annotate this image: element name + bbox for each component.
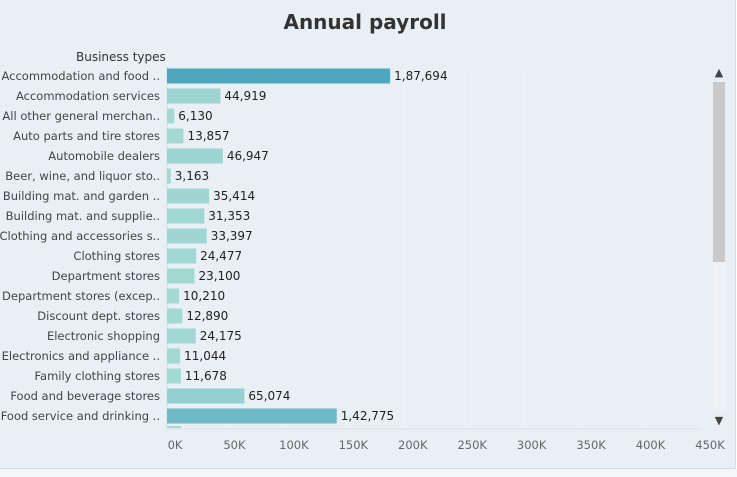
bar-partial <box>167 426 181 428</box>
value-label: 11,044 <box>184 349 226 363</box>
value-label: 24,175 <box>200 329 242 343</box>
bar <box>167 168 171 184</box>
category-label: Accommodation services <box>16 89 160 103</box>
category-label: Family clothing stores <box>34 369 160 383</box>
value-label: 3,163 <box>175 169 209 183</box>
category-label: Building mat. and supplie.. <box>6 209 160 223</box>
scroll-down-icon[interactable]: ▼ <box>714 414 724 427</box>
bar <box>167 128 184 144</box>
bar <box>167 188 210 204</box>
bar <box>167 208 205 224</box>
bar <box>167 268 195 284</box>
value-label: 1,42,775 <box>341 409 394 423</box>
x-tick-label: 400K <box>636 438 666 452</box>
bar <box>167 68 391 84</box>
category-label: Electronics and appliance .. <box>2 349 160 363</box>
bar <box>167 148 223 164</box>
category-label: Electronic shopping <box>47 329 160 343</box>
bar <box>167 368 181 384</box>
value-label: 6,130 <box>178 109 212 123</box>
bar <box>167 308 183 324</box>
category-label: Department stores (excep.. <box>2 289 160 303</box>
scroll-track[interactable] <box>713 82 725 412</box>
scroll-thumb[interactable] <box>713 82 725 262</box>
x-tick-label: 300K <box>517 438 547 452</box>
x-tick-label: 200K <box>398 438 428 452</box>
category-label: Clothing stores <box>73 249 160 263</box>
value-label: 11,678 <box>185 369 227 383</box>
value-label: 35,414 <box>213 189 255 203</box>
category-label: All other general merchan.. <box>2 109 160 123</box>
bar <box>167 248 197 264</box>
value-label: 46,947 <box>227 149 269 163</box>
x-tick-label: 450K <box>695 438 725 452</box>
category-label: Department stores <box>52 269 160 283</box>
category-label: Beer, wine, and liquor sto.. <box>5 169 160 183</box>
chart-title: Annual payroll <box>283 10 447 34</box>
bar <box>167 228 207 244</box>
x-tick-label: 250K <box>457 438 487 452</box>
category-label: Automobile dealers <box>48 149 160 163</box>
bar <box>167 288 180 304</box>
x-tick-label: 100K <box>279 438 309 452</box>
value-label: 65,074 <box>248 389 290 403</box>
vertical-scrollbar[interactable]: ▲ ▼ <box>711 66 727 428</box>
category-header: Business types <box>76 50 166 64</box>
category-label: Auto parts and tire stores <box>13 129 160 143</box>
value-label: 12,890 <box>186 309 228 323</box>
category-label: Clothing and accessories s.. <box>0 229 160 243</box>
category-label: Food and beverage stores <box>10 389 160 403</box>
bar <box>167 348 181 364</box>
scroll-up-icon[interactable]: ▲ <box>714 66 724 79</box>
value-label: 1,87,694 <box>394 69 447 83</box>
value-label: 31,353 <box>208 209 250 223</box>
x-tick-label: 50K <box>223 438 246 452</box>
value-label: 33,397 <box>211 229 253 243</box>
x-tick-label: 150K <box>339 438 369 452</box>
value-label: 44,919 <box>224 89 266 103</box>
category-label: Food service and drinking .. <box>1 409 160 423</box>
x-tick-label: 350K <box>576 438 606 452</box>
bottom-strip <box>0 469 737 477</box>
value-label: 10,210 <box>183 289 225 303</box>
bar <box>167 108 175 124</box>
value-label: 24,477 <box>200 249 242 263</box>
value-label: 23,100 <box>198 269 240 283</box>
category-label: Building mat. and garden .. <box>3 189 160 203</box>
bar <box>167 88 221 104</box>
x-tick-label: 0K <box>168 438 183 452</box>
bar <box>167 408 337 424</box>
category-label: Accommodation and food .. <box>2 69 161 83</box>
value-label: 13,857 <box>187 129 229 143</box>
category-label: Discount dept. stores <box>37 309 160 323</box>
bar <box>167 388 245 404</box>
bar <box>167 328 196 344</box>
